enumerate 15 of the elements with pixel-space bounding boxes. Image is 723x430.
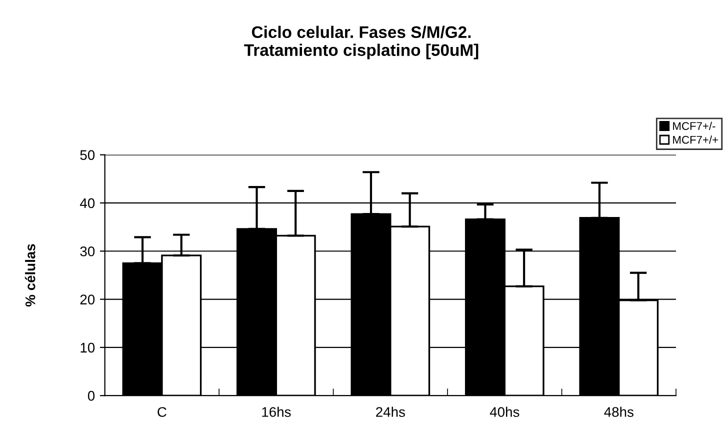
legend-label: MCF7+/- bbox=[673, 122, 716, 130]
y-tick-label: 10 bbox=[80, 342, 95, 353]
chart-title: Ciclo celular. Fases S/M/G2. Tratamiento cisplatino [50uM] bbox=[244, 26, 478, 60]
x-tick-label: 48hs bbox=[604, 406, 634, 417]
x-tick-label: 40hs bbox=[490, 406, 520, 417]
y-tick-label: 40 bbox=[80, 198, 95, 208]
legend-label: MCF7+/+ bbox=[673, 136, 718, 144]
x-tick-label: 16hs bbox=[262, 406, 291, 417]
y-axis-title: % células bbox=[24, 244, 36, 307]
y-tick-label: 20 bbox=[80, 294, 95, 304]
y-tick-label: 30 bbox=[80, 246, 95, 256]
y-tick-label: 50 bbox=[80, 150, 95, 160]
x-tick-label: C bbox=[158, 407, 166, 417]
x-tick-label: 24hs bbox=[376, 406, 405, 417]
y-tick-label: 0 bbox=[88, 390, 95, 401]
